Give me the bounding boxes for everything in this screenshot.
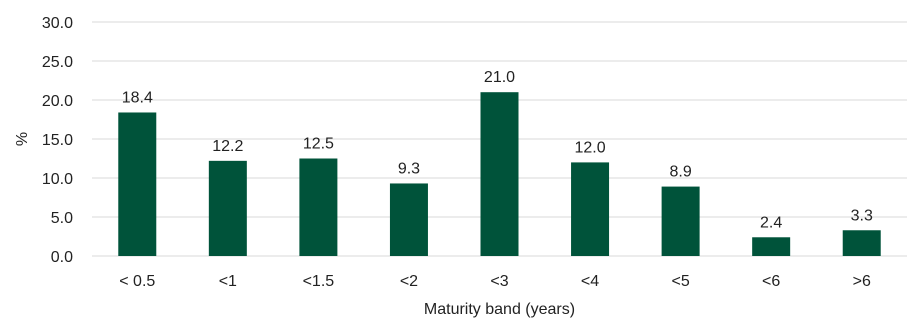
x-tick-label: < 0.5 xyxy=(119,273,155,290)
y-tick-label: 20.0 xyxy=(42,93,73,110)
x-axis-title: Maturity band (years) xyxy=(424,301,575,318)
bar xyxy=(752,237,791,256)
y-tick-label: 30.0 xyxy=(42,15,73,32)
data-label: 12.5 xyxy=(303,136,334,153)
data-label: 2.4 xyxy=(760,214,782,231)
data-label: 8.9 xyxy=(669,164,691,181)
x-tick-label: <4 xyxy=(581,273,599,290)
y-tick-label: 0.0 xyxy=(51,249,73,266)
y-tick-label: 15.0 xyxy=(42,132,73,149)
y-axis-tick-labels: 0.0 5.0 10.0 15.0 20.0 25.0 30.0 xyxy=(42,15,73,266)
bar xyxy=(299,158,338,256)
x-tick-label: <6 xyxy=(762,273,780,290)
x-tick-label: <5 xyxy=(671,273,689,290)
bar xyxy=(571,162,610,256)
bar xyxy=(480,92,519,256)
x-tick-label: <1.5 xyxy=(303,273,335,290)
x-axis-tick-labels: < 0.5 <1 <1.5 <2 <3 <4 <5 <6 >6 xyxy=(119,273,871,290)
x-tick-label: <2 xyxy=(400,273,418,290)
data-label: 18.4 xyxy=(122,89,153,106)
y-axis-title: % xyxy=(14,132,31,146)
bar xyxy=(118,112,157,256)
data-label: 12.0 xyxy=(574,139,605,156)
data-label: 3.3 xyxy=(851,207,873,224)
y-tick-label: 25.0 xyxy=(42,54,73,71)
bar xyxy=(842,230,881,256)
bar xyxy=(389,183,428,256)
bar xyxy=(661,186,700,256)
bar xyxy=(208,160,247,256)
bars xyxy=(118,92,881,256)
data-labels: 18.4 12.2 12.5 9.3 21.0 12.0 8.9 2.4 3.3 xyxy=(122,69,873,231)
y-tick-label: 10.0 xyxy=(42,171,73,188)
x-tick-label: <3 xyxy=(490,273,508,290)
x-tick-label: <1 xyxy=(219,273,237,290)
data-label: 12.2 xyxy=(212,138,243,155)
x-tick-label: >6 xyxy=(853,273,871,290)
data-label: 21.0 xyxy=(484,69,515,86)
data-label: 9.3 xyxy=(398,160,420,177)
y-tick-label: 5.0 xyxy=(51,210,73,227)
